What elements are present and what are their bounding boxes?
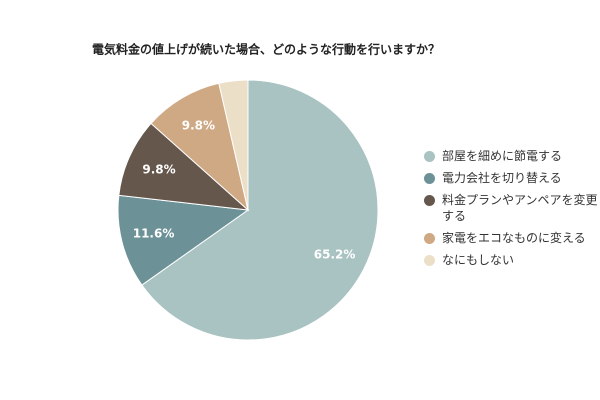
legend-swatch: [424, 151, 435, 162]
legend: 部屋を細めに節電する 電力会社を切り替える料金プランやアンペアを変更する家電をエコ…: [424, 148, 600, 274]
data-label: 11.6%: [133, 227, 175, 241]
legend-swatch: [424, 255, 435, 266]
data-label: 9.8%: [182, 119, 215, 133]
data-label: 9.8%: [142, 163, 175, 177]
legend-label: 電力会社を切り替える: [442, 171, 562, 185]
legend-label: 料金プランやアンペアを変更する: [442, 193, 598, 223]
legend-label: 家電をエコなものに変える: [442, 231, 586, 245]
legend-item: 家電をエコなものに変える: [424, 230, 600, 246]
pie-slice: [150, 82, 249, 212]
legend-swatch: [424, 195, 435, 206]
legend-label: 部屋を細めに節電する: [442, 149, 563, 163]
data-label: 65.2%: [314, 247, 356, 261]
pie-slice: [117, 194, 250, 286]
chart-title: 電気料金の値上げが続いた場合、どのような行動を行いますか？: [92, 42, 440, 57]
legend-swatch: [424, 233, 435, 244]
legend-item: 電力会社を切り替える: [424, 170, 600, 186]
pie-slice: [118, 122, 250, 211]
legend-swatch: [424, 173, 435, 184]
pie-slice: [218, 79, 249, 211]
pie-slice: [141, 79, 379, 341]
legend-item: 部屋を細めに節電する: [424, 148, 600, 164]
legend-label: なにもしない: [442, 253, 515, 267]
legend-item: 料金プランやアンペアを変更する: [424, 192, 600, 224]
legend-item: なにもしない: [424, 252, 600, 268]
